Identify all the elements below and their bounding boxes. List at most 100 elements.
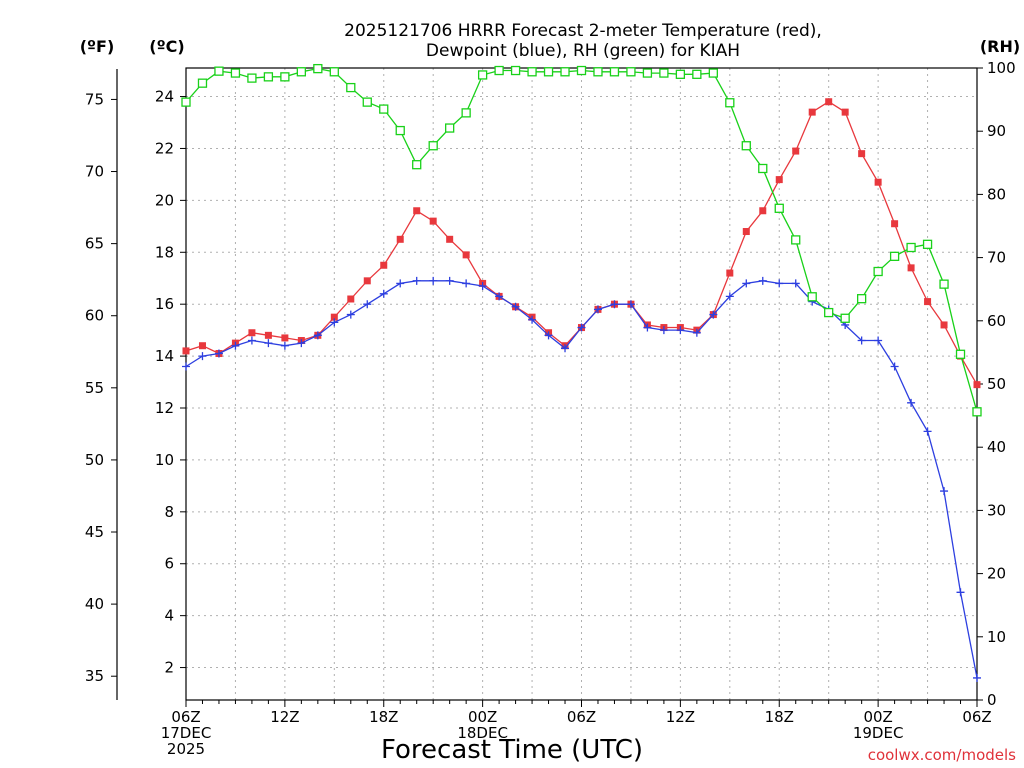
dewpoint-point	[528, 315, 537, 324]
rh-tick-label: 90	[987, 122, 1006, 140]
rh-point	[856, 294, 867, 304]
rh-tick-label: 50	[987, 375, 1006, 393]
temperature-point	[413, 207, 421, 215]
celsius-tick-label: 2	[164, 659, 174, 677]
temperature-point	[281, 334, 289, 342]
rh-line	[185, 67, 978, 412]
time-tick-label: 00Z	[468, 708, 497, 726]
dewpoint-point	[791, 279, 800, 288]
celsius-tick-label: 8	[164, 503, 174, 521]
temperature-point	[347, 295, 355, 303]
fahrenheit-tick-label: 45	[85, 523, 104, 541]
rh-point	[955, 349, 966, 359]
dewpoint-point	[495, 292, 504, 301]
rh-point	[247, 73, 257, 83]
dewpoint-point	[330, 318, 339, 327]
celsius-tick-label: 18	[155, 243, 174, 261]
celsius-tick-label: 6	[164, 555, 174, 573]
rh-point	[774, 203, 784, 213]
rh-point	[708, 68, 718, 78]
rh-series	[181, 63, 982, 417]
rh-point	[214, 66, 224, 76]
dewpoint-point	[462, 279, 471, 288]
dewpoint-point	[297, 339, 306, 348]
time-tick-label: 06Z	[171, 708, 200, 726]
dewpoint-point	[593, 305, 602, 314]
temperature-point	[429, 217, 437, 225]
rh-tick-label: 20	[987, 565, 1006, 583]
rh-point	[939, 279, 949, 289]
temperature-point	[198, 342, 206, 350]
rh-point	[280, 72, 290, 82]
temperature-point	[726, 269, 734, 277]
celsius-tick-label: 4	[164, 607, 174, 625]
dewpoint-point	[429, 276, 438, 285]
dewpoint-point	[379, 289, 388, 298]
dewpoint-point	[478, 282, 487, 291]
rh-axis: 0 10 20 30 40 50 60 70 80 90 100	[977, 59, 1016, 709]
rh-point	[593, 67, 603, 77]
celsius-unit-label: (ºC)	[149, 37, 184, 56]
time-tick-label: 17DEC	[161, 724, 212, 742]
dewpoint-point	[758, 276, 767, 285]
fahrenheit-tick-label: 70	[85, 163, 104, 181]
rh-point	[725, 98, 735, 108]
fahrenheit-unit-label: (ºF)	[80, 37, 115, 56]
rh-tick-label: 0	[987, 691, 997, 709]
dewpoint-point	[725, 292, 734, 301]
rh-point	[346, 82, 356, 93]
celsius-tick-label: 14	[155, 347, 174, 365]
dewpoint-point	[659, 326, 668, 335]
dewpoint-point	[973, 673, 981, 682]
grid-lines	[186, 68, 977, 700]
celsius-tick-label: 16	[155, 295, 174, 313]
rh-point	[824, 307, 834, 318]
rh-point	[791, 235, 801, 245]
dewpoint-point	[264, 339, 273, 348]
dewpoint-point	[775, 279, 784, 288]
fahrenheit-tick-label: 50	[85, 451, 104, 469]
fahrenheit-tick-label: 55	[85, 379, 104, 397]
celsius-tick-label: 22	[155, 139, 174, 157]
rh-point	[741, 141, 751, 151]
rh-point	[395, 125, 405, 136]
rh-point	[560, 67, 570, 77]
temperature-point	[792, 147, 800, 155]
temperature-point	[264, 331, 272, 339]
rh-point	[412, 160, 422, 170]
fahrenheit-tick-label: 60	[85, 307, 104, 325]
rh-point	[445, 123, 455, 133]
temperature-point	[973, 381, 981, 389]
rh-point	[428, 141, 438, 151]
dewpoint-point	[412, 276, 421, 285]
rh-point	[576, 65, 587, 76]
temperature-point	[462, 251, 470, 259]
temperature-point	[808, 108, 816, 116]
rh-point	[181, 97, 191, 107]
rh-point	[494, 65, 504, 76]
rh-point	[922, 239, 933, 249]
time-tick-label: 00Z	[863, 708, 892, 726]
temperature-point	[182, 347, 190, 355]
celsius-tick-label: 10	[155, 451, 174, 469]
temperature-point	[841, 108, 849, 116]
dewpoint-point	[280, 341, 289, 350]
dewpoint-point	[857, 336, 866, 345]
temperature-point	[248, 329, 256, 337]
temperature-point	[940, 321, 948, 329]
rh-tick-label: 70	[987, 249, 1006, 267]
time-tick-label: 18Z	[369, 708, 398, 726]
fahrenheit-axis: 35 40 45 50 55 60 65 70 75	[85, 90, 117, 685]
celsius-tick-label: 12	[155, 399, 174, 417]
rh-point	[675, 69, 686, 79]
rh-tick-label: 60	[987, 312, 1006, 330]
dewpoint-point	[742, 279, 751, 288]
rh-point	[461, 108, 471, 118]
rh-point	[906, 242, 916, 253]
dewpoint-point	[956, 588, 965, 597]
rh-tick-label: 10	[987, 628, 1006, 646]
series-layer	[181, 63, 982, 682]
dewpoint-point	[626, 300, 635, 309]
chart-title-line-1: 2025121706 HRRR Forecast 2-meter Tempera…	[344, 21, 822, 41]
